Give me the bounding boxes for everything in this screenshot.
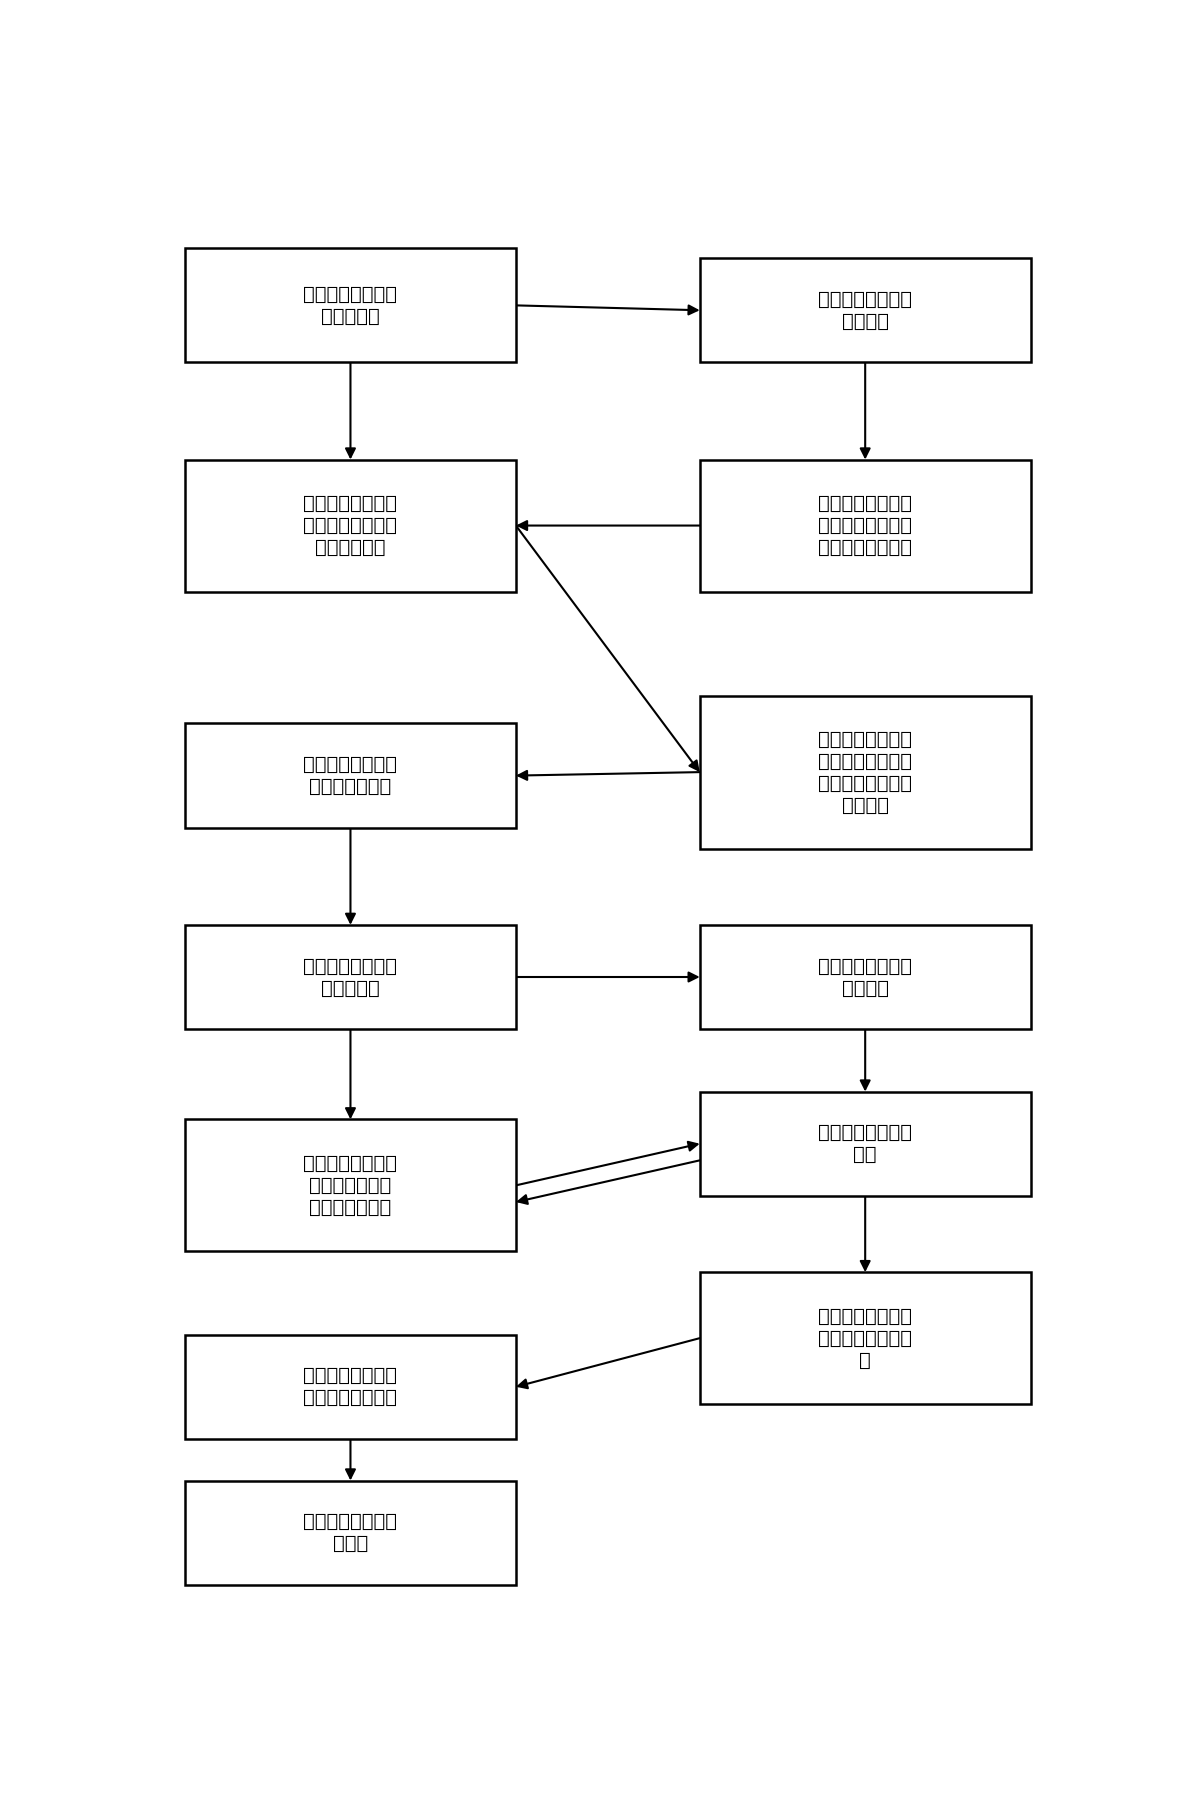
Text: 客户端返回包含特
定参数值的结果消
息: 客户端返回包含特 定参数值的结果消 息	[818, 1306, 912, 1369]
Text: 客户端向服务器发
送唯一标识，请求
自动分配参数: 客户端向服务器发 送唯一标识，请求 自动分配参数	[304, 494, 397, 557]
Bar	[185, 460, 516, 592]
Text: 服务器验证用户身
份和密码: 服务器验证用户身 份和密码	[818, 290, 912, 330]
Text: 客户端操作系统加
载完成: 客户端操作系统加 载完成	[304, 1512, 397, 1553]
Bar	[700, 1091, 1031, 1196]
Bar	[185, 249, 516, 363]
Text: 客户端以普通用户
登录服务器: 客户端以普通用户 登录服务器	[304, 956, 397, 998]
Bar	[185, 925, 516, 1028]
Bar	[185, 1481, 516, 1584]
Text: 服务器验证用户身
份和密码: 服务器验证用户身 份和密码	[818, 956, 912, 998]
Bar	[700, 258, 1031, 363]
Text: 客户端发送唯一标
识，以及参数名
称，请求参数值: 客户端发送唯一标 识，以及参数名 称，请求参数值	[304, 1155, 397, 1218]
Bar	[700, 925, 1031, 1028]
Text: 客户端以特权用户
登录服务器: 客户端以特权用户 登录服务器	[304, 285, 397, 327]
Text: 服务器根据参数分
配规则，更新配置
参数库并返回分配
成功消息: 服务器根据参数分 配规则，更新配置 参数库并返回分配 成功消息	[818, 729, 912, 815]
Text: 客户端处理服务器
返回的结果消息: 客户端处理服务器 返回的结果消息	[304, 756, 397, 796]
Bar	[185, 1118, 516, 1252]
Bar	[700, 696, 1031, 848]
Bar	[700, 460, 1031, 592]
Text: 客户端查询配置参
数库: 客户端查询配置参 数库	[818, 1124, 912, 1164]
Text: 客户端接受参数值
并传递给操作系统: 客户端接受参数值 并传递给操作系统	[304, 1366, 397, 1407]
Text: 服务器查询配置参
数库，如查询到则
返回已经分配消息: 服务器查询配置参 数库，如查询到则 返回已经分配消息	[818, 494, 912, 557]
Bar	[700, 1272, 1031, 1404]
Bar	[185, 1335, 516, 1440]
Bar	[185, 723, 516, 828]
